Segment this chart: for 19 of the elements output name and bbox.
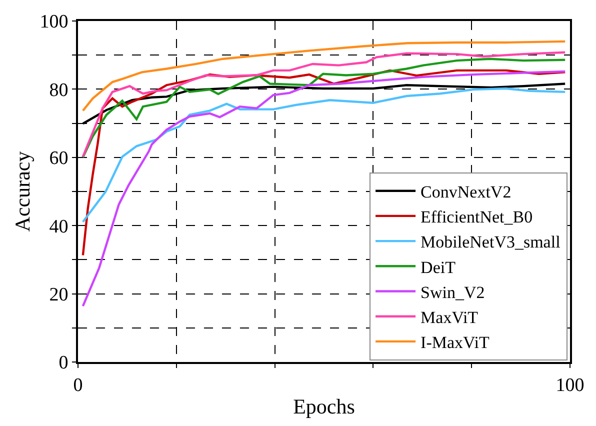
legend-label: MobileNetV3_small — [420, 232, 561, 252]
y-tick-label: 20 — [49, 284, 68, 306]
legend-label: EfficientNet_B0 — [420, 208, 533, 227]
y-tick-label: 0 — [58, 352, 68, 374]
line-series — [82, 40, 566, 112]
line-series — [82, 70, 566, 308]
y-axis-title: Accuracy — [10, 150, 34, 232]
y-tick-label: 80 — [49, 80, 68, 101]
y-tick-label: 60 — [49, 148, 68, 170]
y-tick-label: 40 — [49, 216, 68, 238]
legend-label: I-MaxViT — [420, 333, 490, 352]
legend-label: Swin_V2 — [420, 282, 485, 302]
line-series — [82, 69, 566, 256]
legend-label: MaxViT — [420, 308, 479, 327]
legend-label: ConvNextV2 — [420, 182, 512, 202]
x-axis-title: Epochs — [293, 394, 355, 418]
y-tick-label: 100 — [40, 12, 68, 33]
line-series — [82, 87, 566, 223]
legend-label: DeiT — [420, 258, 456, 277]
